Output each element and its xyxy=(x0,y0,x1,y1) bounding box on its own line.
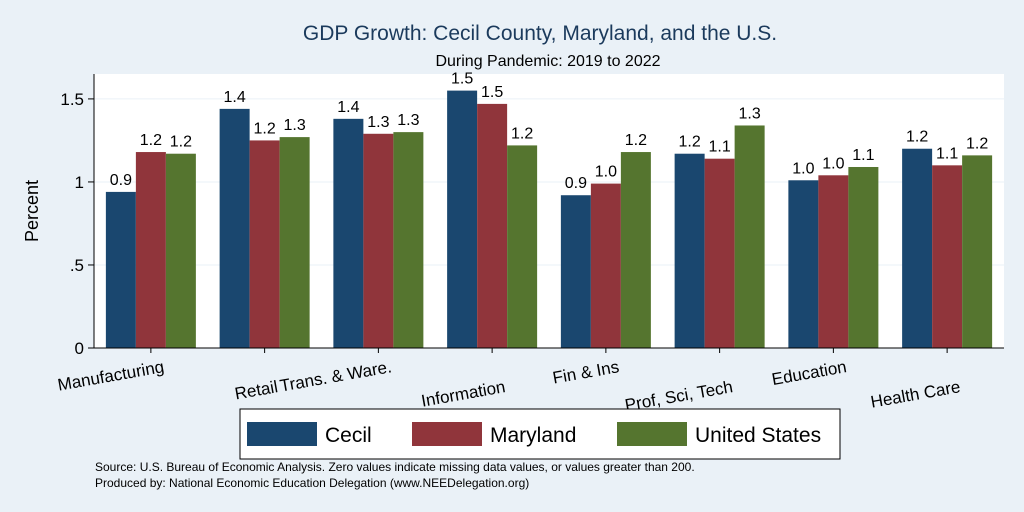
data-label: 1.2 xyxy=(140,132,162,149)
bar-maryland xyxy=(704,158,735,348)
bar-cecil xyxy=(447,90,478,348)
bar-united-states xyxy=(507,145,538,348)
bar-cecil xyxy=(219,108,250,348)
bar-united-states xyxy=(279,137,310,348)
legend-swatch-united-states xyxy=(617,422,687,446)
data-label: 0.9 xyxy=(110,172,132,189)
legend-label: Cecil xyxy=(325,424,372,447)
data-label: 0.9 xyxy=(565,175,587,192)
producer-note: Produced by: National Economic Education… xyxy=(95,476,529,490)
data-label: 1.4 xyxy=(337,99,359,116)
bar-maryland xyxy=(932,165,963,348)
bar-united-states xyxy=(620,152,651,348)
legend-label: Maryland xyxy=(490,424,576,447)
category-label: Health Care xyxy=(869,377,962,411)
data-label: 1.3 xyxy=(397,112,419,129)
bar-maryland xyxy=(363,133,394,348)
data-label: 1.2 xyxy=(906,129,928,146)
data-label: 1.1 xyxy=(936,145,958,162)
bar-united-states xyxy=(962,155,993,348)
legend-swatch-maryland xyxy=(412,422,482,446)
bar-cecil xyxy=(902,148,933,348)
legend: Cecil Maryland United States xyxy=(239,408,841,460)
data-label: 1.2 xyxy=(966,135,988,152)
source-note: Source: U.S. Bureau of Economic Analysis… xyxy=(95,460,695,474)
category-label: Trans. & Ware. xyxy=(278,357,393,395)
data-label: 1.1 xyxy=(852,147,874,164)
bar-maryland xyxy=(249,140,280,348)
data-label: 1.0 xyxy=(822,155,844,172)
legend-swatch-cecil xyxy=(247,422,317,446)
bar-united-states xyxy=(734,125,765,348)
legend-label: United States xyxy=(695,424,821,447)
chart-title: GDP Growth: Cecil County, Maryland, and … xyxy=(303,22,777,45)
chart-subtitle: During Pandemic: 2019 to 2022 xyxy=(435,53,660,70)
category-label: Education xyxy=(770,357,848,389)
bar-cecil xyxy=(333,118,364,348)
bar-united-states xyxy=(393,132,424,348)
data-label: 1.2 xyxy=(254,120,276,137)
legend-box xyxy=(239,408,841,460)
bar-maryland xyxy=(590,183,621,348)
bar-cecil xyxy=(560,195,591,348)
bar-maryland xyxy=(477,103,508,349)
data-label: 1.2 xyxy=(679,134,701,151)
data-label: 1.4 xyxy=(224,89,246,106)
data-label: 1.1 xyxy=(709,139,731,156)
data-label: 1.5 xyxy=(451,71,473,88)
y-tick-label: .5 xyxy=(70,256,84,275)
bar-cecil xyxy=(788,180,819,348)
data-label: 1.0 xyxy=(595,164,617,181)
data-label: 1.0 xyxy=(792,160,814,177)
category-label: Retail xyxy=(233,377,279,403)
y-tick-label: 1 xyxy=(75,173,84,192)
y-axis-label: Percent xyxy=(22,180,42,242)
data-labels: 0.9 1.2 1.2 1.4 1.2 1.3 1.4 1.3 1.3 1.5 1.5 1.2 0.9 1… xyxy=(110,71,989,193)
category-label: Fin & Ins xyxy=(551,357,620,387)
bar-cecil xyxy=(105,191,136,348)
y-tick-label: 0 xyxy=(75,339,84,358)
data-label: 1.3 xyxy=(284,117,306,134)
bars xyxy=(105,90,993,349)
data-label: 1.5 xyxy=(481,84,503,101)
category-label: Information xyxy=(420,377,507,410)
data-label: 1.2 xyxy=(625,132,647,149)
data-label: 1.3 xyxy=(367,114,389,131)
bar-maryland xyxy=(135,152,166,348)
category-label: Manufacturing xyxy=(56,357,165,394)
bar-united-states xyxy=(165,153,196,348)
data-label: 1.2 xyxy=(511,125,533,142)
data-label: 1.2 xyxy=(170,134,192,151)
y-tick-label: 1.5 xyxy=(60,90,84,109)
bar-cecil xyxy=(674,153,705,348)
bar-united-states xyxy=(848,166,879,348)
data-label: 1.3 xyxy=(739,105,761,122)
bar-maryland xyxy=(818,175,849,348)
